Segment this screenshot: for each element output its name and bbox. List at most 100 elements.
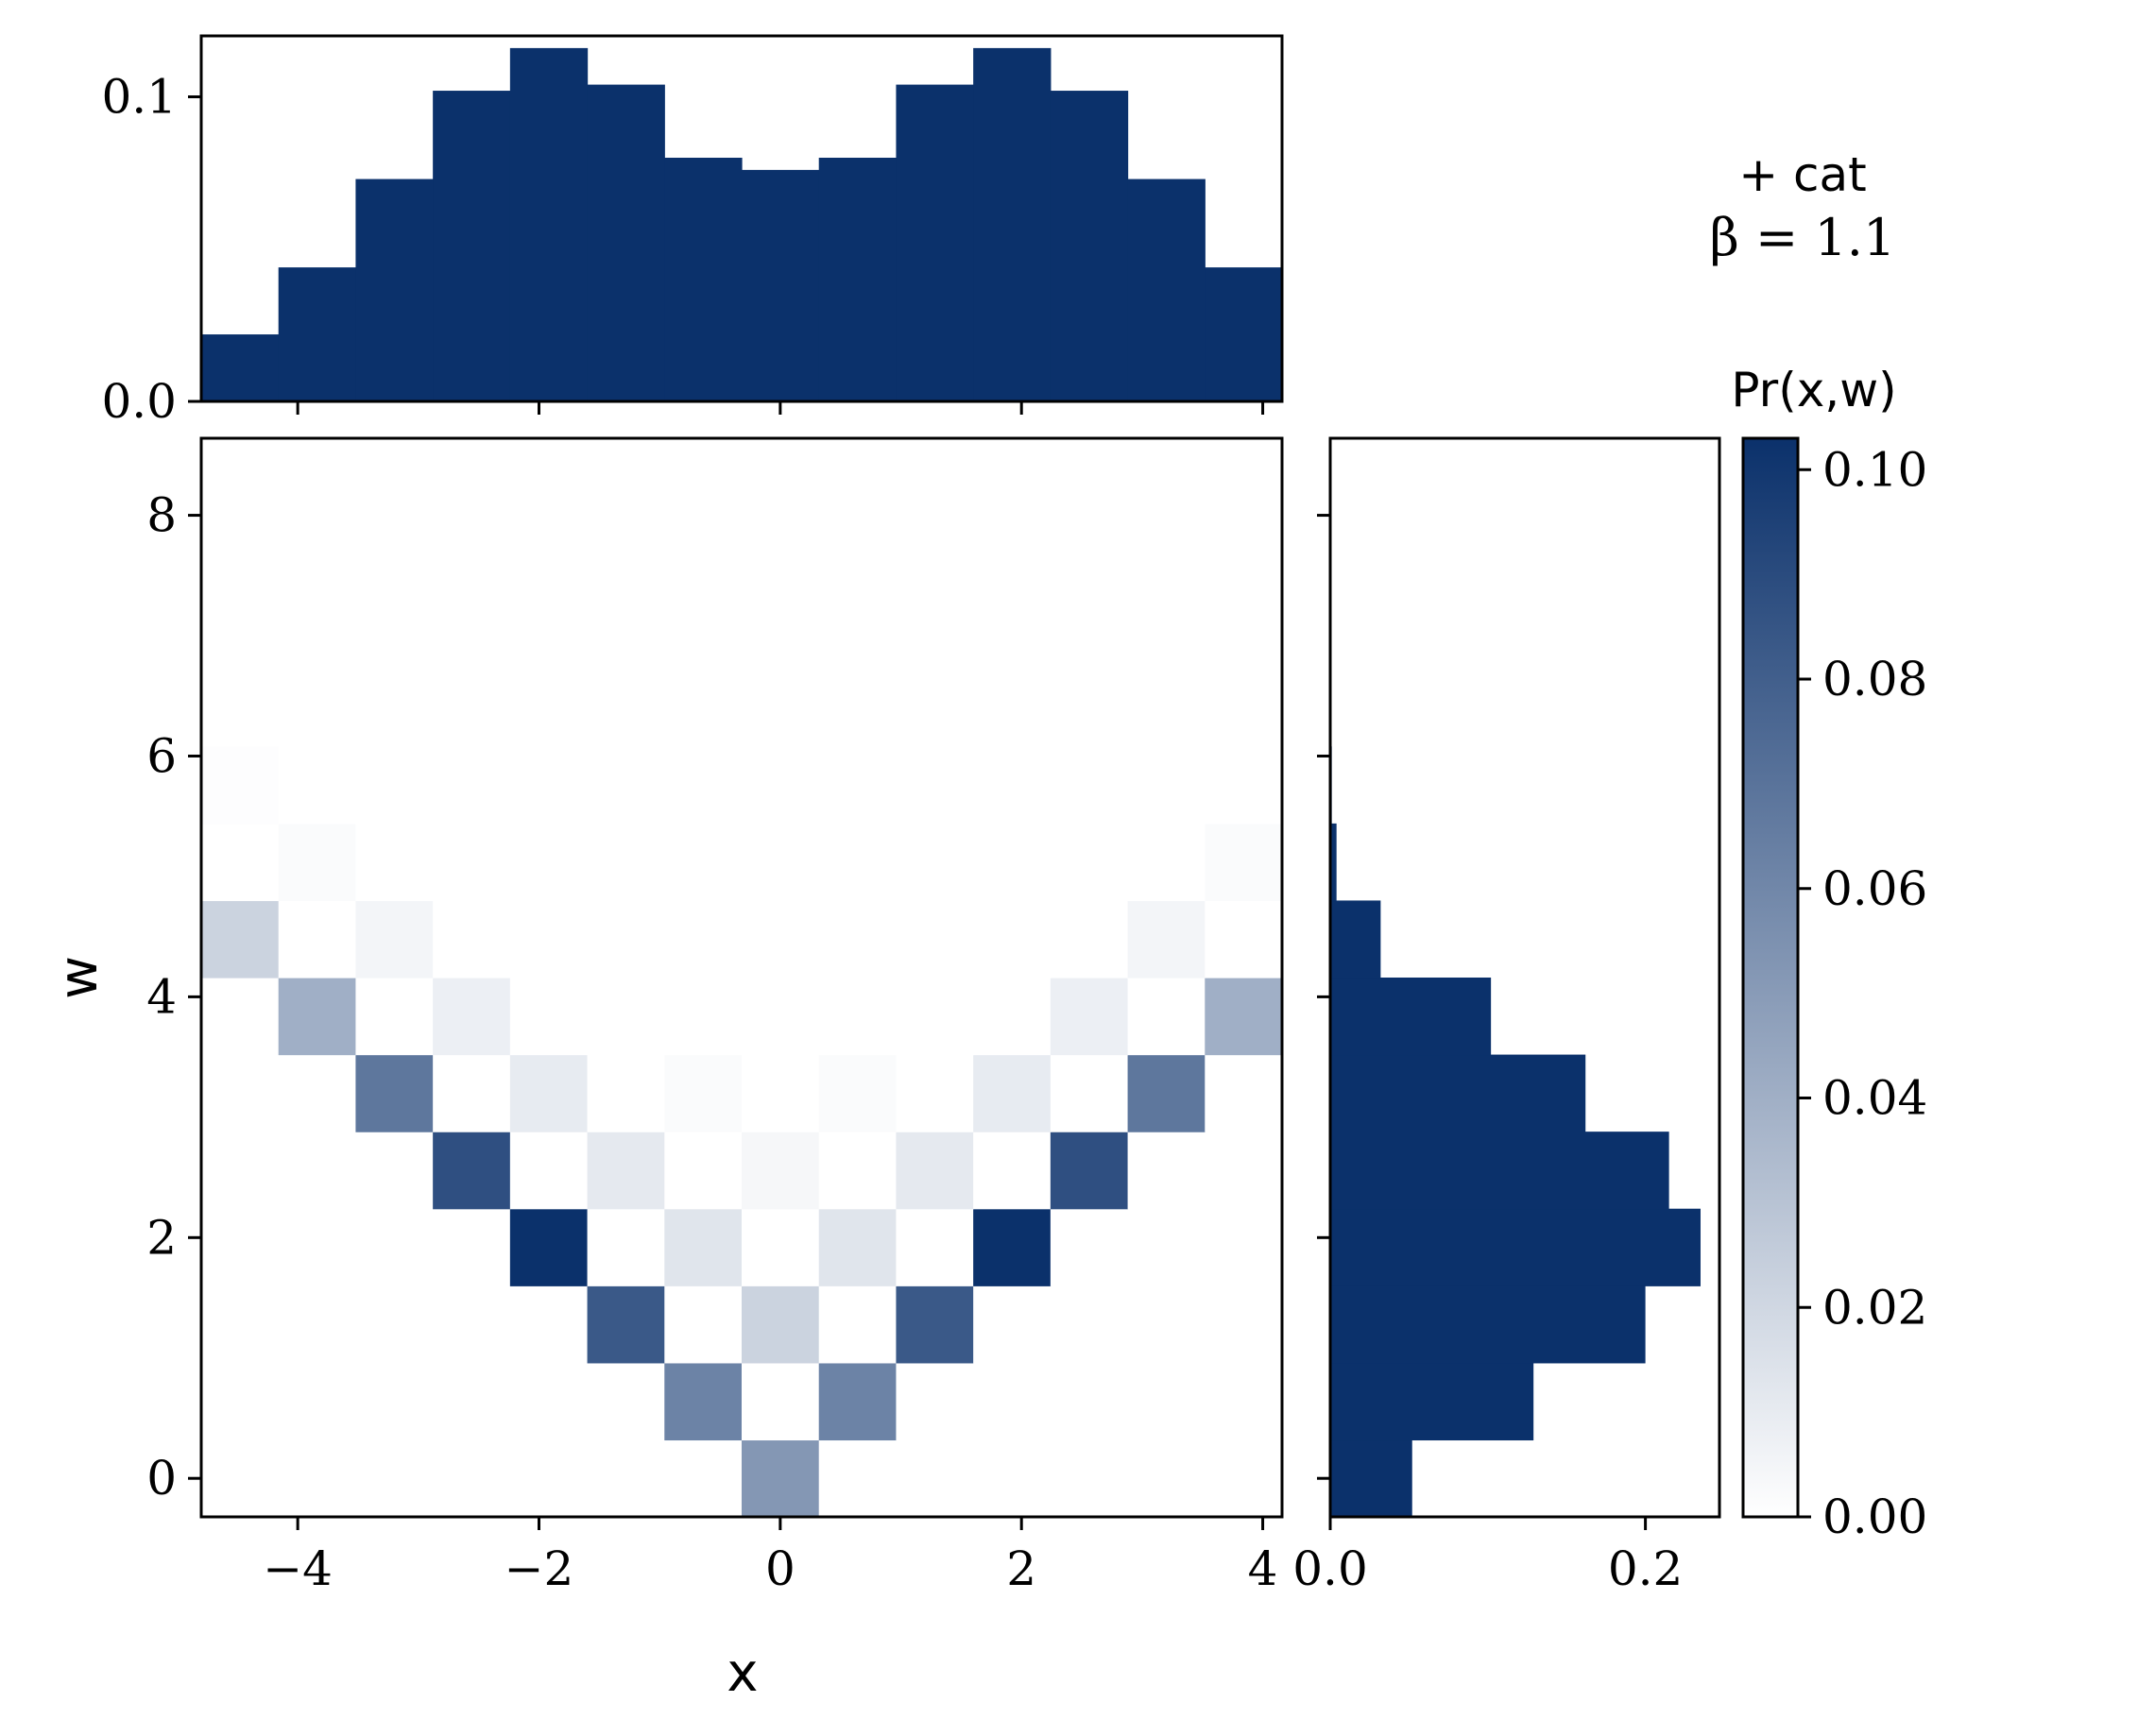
marginal-x-histogram: 0.0 0.1 <box>101 34 1284 429</box>
heatmap-cell <box>1050 978 1129 1056</box>
heatmap-cell <box>587 1439 665 1518</box>
marginal-w-frame <box>1328 436 1721 1519</box>
heatmap-cell <box>1127 978 1206 1056</box>
heatmap-cell <box>818 823 898 902</box>
heatmap-cell <box>1050 1054 1129 1132</box>
heatmap-cell <box>664 746 743 825</box>
y-tick-label: 6 <box>146 728 177 783</box>
heatmap-cell <box>818 1054 898 1132</box>
heatmap-cell <box>1050 823 1129 902</box>
heatmap-cell <box>278 978 357 1056</box>
heatmap-cell <box>509 978 589 1056</box>
heatmap-cell <box>664 1285 743 1364</box>
marginal-x-bar <box>818 158 898 401</box>
heatmap-cell <box>818 1285 898 1364</box>
heatmap-cell <box>1205 978 1283 1056</box>
heatmap-cell <box>278 823 357 902</box>
heatmap-cell <box>433 978 511 1056</box>
heatmap-cell <box>201 823 280 902</box>
annotation-line-2: β = 1.1 <box>1710 208 1896 267</box>
marginal-w-bar <box>1330 1054 1586 1132</box>
marginal-w-bar <box>1330 1439 1412 1518</box>
x-tick-label: 4 <box>1248 1541 1278 1596</box>
heatmap-cell <box>1205 900 1283 979</box>
x-tick-label: −2 <box>505 1541 574 1596</box>
heatmap-cell <box>1050 1208 1129 1286</box>
heatmap-cell <box>355 978 434 1056</box>
heatmap-cell <box>742 900 820 979</box>
heatmap-cell <box>896 746 974 825</box>
heatmap-cell <box>1127 1208 1206 1286</box>
heatmap-cell <box>587 1132 665 1210</box>
marginal-x-bar <box>509 47 589 402</box>
heatmap-cell <box>587 1362 665 1441</box>
heatmap-cell <box>973 978 1052 1056</box>
heatmap-cell <box>1127 746 1206 825</box>
marginal-x-bar <box>433 91 511 402</box>
y-tick-label: 4 <box>146 969 177 1024</box>
colorbar-tick-label: 0.08 <box>1822 652 1927 706</box>
marginal-w-tick-label: 0.2 <box>1608 1541 1684 1596</box>
colorbar-tick-label: 0.04 <box>1822 1071 1927 1126</box>
heatmap-cell <box>201 1285 280 1364</box>
heatmap-cell <box>896 1439 974 1518</box>
heatmap-cell <box>896 1362 974 1441</box>
marginal-x-bar <box>742 169 820 401</box>
heatmap-cell <box>818 746 898 825</box>
heatmap-cell <box>355 1362 434 1441</box>
x-axis-label: x <box>727 1642 758 1704</box>
heatmap-cell <box>664 1054 743 1132</box>
heatmap-cell <box>1127 1439 1206 1518</box>
heatmap-cell <box>433 1208 511 1286</box>
heatmap-cell <box>355 1132 434 1210</box>
heatmap-cell <box>355 1285 434 1364</box>
heatmap-cell <box>973 746 1052 825</box>
colorbar-tick-label: 0.06 <box>1822 861 1927 916</box>
heatmap-cell <box>1205 746 1283 825</box>
colorbar-tick-label: 0.02 <box>1822 1280 1927 1335</box>
colorbar-tick-label: 0.00 <box>1822 1489 1927 1544</box>
marginal-w-bar <box>1330 978 1492 1056</box>
x-tick-label: −4 <box>263 1541 333 1596</box>
heatmap-cell <box>1127 1054 1206 1132</box>
heatmap-cell <box>201 1208 280 1286</box>
heatmap-cell <box>664 978 743 1056</box>
marginal-x-tick-label: 0.1 <box>101 70 177 125</box>
annotation-line-1: + cat <box>1738 147 1867 202</box>
heatmap-cell <box>1205 823 1283 902</box>
heatmap-cell <box>587 1208 665 1286</box>
heatmap-cell <box>509 1132 589 1210</box>
heatmap-cell <box>896 1132 974 1210</box>
heatmap-cell <box>201 1132 280 1210</box>
heatmap-cell <box>201 746 280 825</box>
colorbar-gradient <box>1743 438 1798 1517</box>
heatmap-cell <box>742 1285 820 1364</box>
heatmap-cell <box>433 1362 511 1441</box>
heatmap-cell <box>355 1208 434 1286</box>
heatmap-cell <box>818 1208 898 1286</box>
heatmap-cell <box>278 900 357 979</box>
colorbar-frame <box>1741 436 1800 1519</box>
heatmap-cell <box>509 1439 589 1518</box>
marginal-x-tick-label: 0.0 <box>101 374 177 429</box>
heatmap-cell <box>509 900 589 979</box>
heatmap-cell <box>818 900 898 979</box>
heatmap-cell <box>355 900 434 979</box>
marginal-x-bar <box>1205 267 1283 401</box>
marginal-x-bar <box>973 47 1052 402</box>
heatmap-cell <box>278 1285 357 1364</box>
heatmap-cell <box>742 1132 820 1210</box>
heatmap-cell <box>742 823 820 902</box>
heatmap-cell <box>355 746 434 825</box>
heatmap-cell <box>973 1208 1052 1286</box>
heatmap-cell <box>742 746 820 825</box>
heatmap-cell <box>1205 1208 1283 1286</box>
y-tick-label: 2 <box>146 1210 177 1265</box>
heatmap-frame <box>199 436 1284 1519</box>
heatmap-cell <box>1127 1285 1206 1364</box>
heatmap-cell <box>973 900 1052 979</box>
heatmap-cell <box>973 1054 1052 1132</box>
marginal-w-bar <box>1330 1208 1701 1286</box>
heatmap-cell <box>433 1132 511 1210</box>
heatmap-cell <box>278 1208 357 1286</box>
